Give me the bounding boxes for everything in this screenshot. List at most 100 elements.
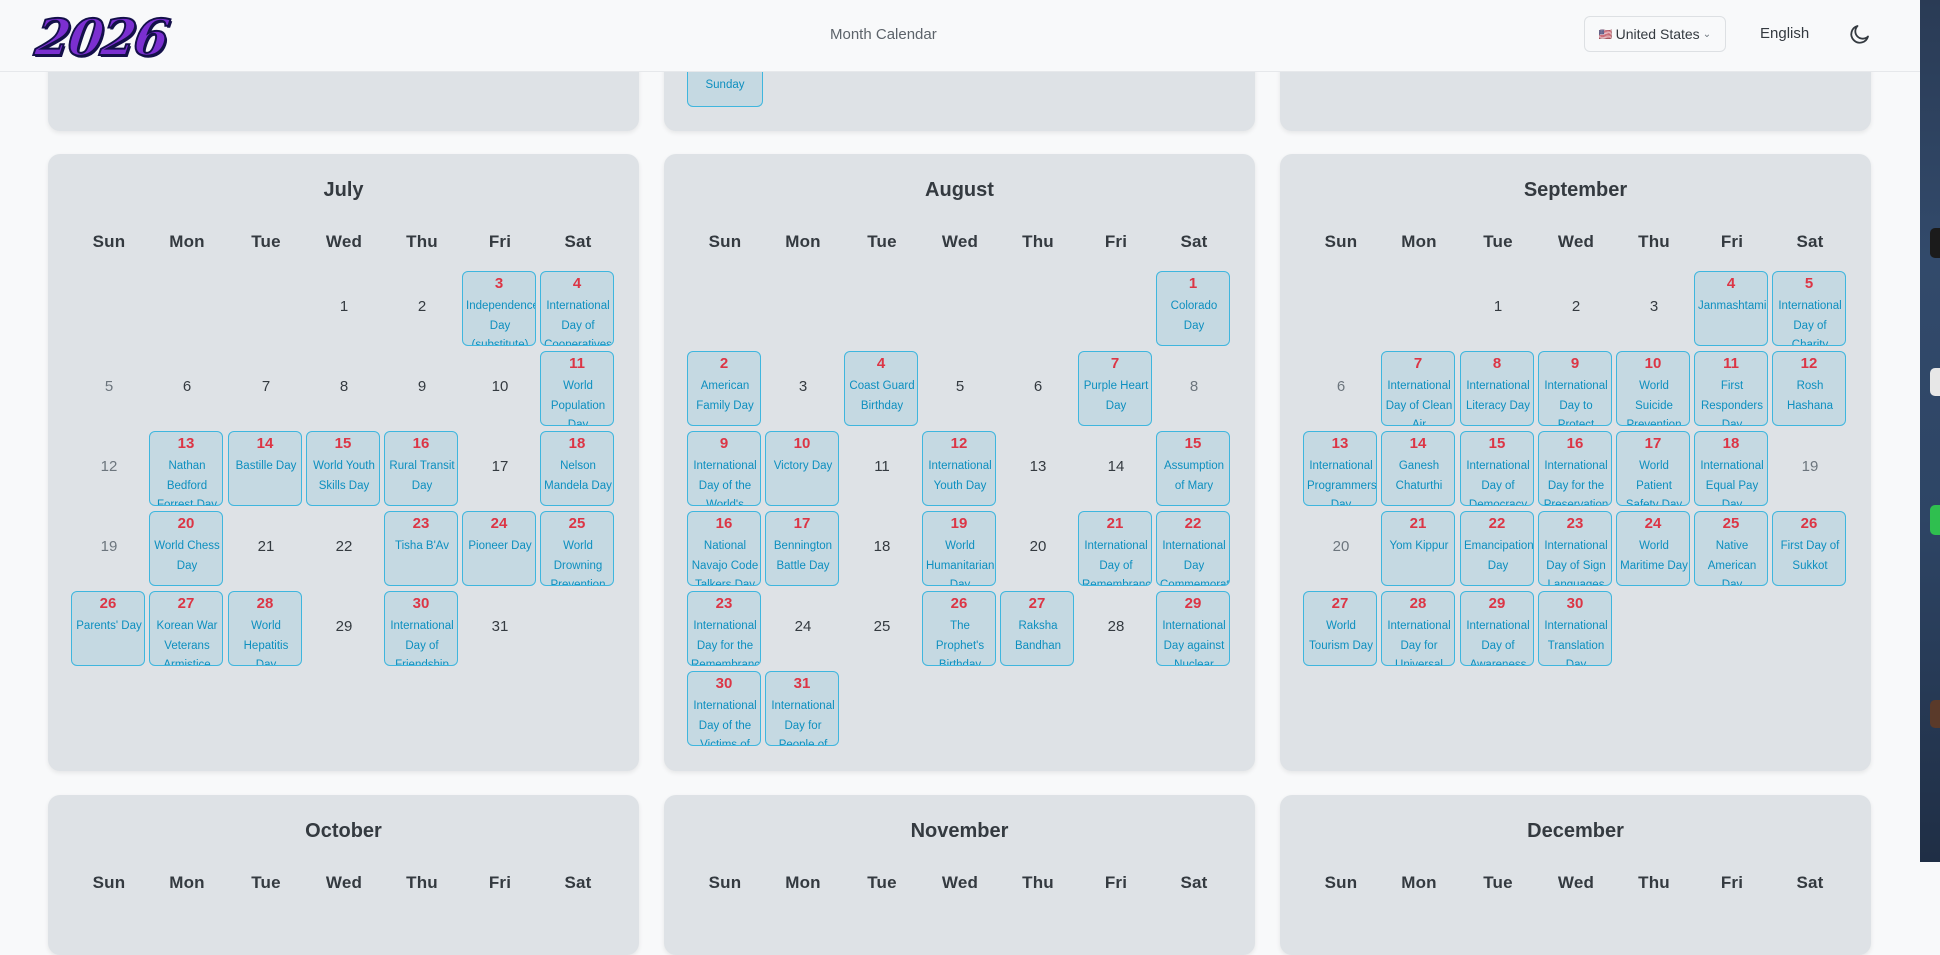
day-number: 21 [1106, 515, 1124, 532]
dark-mode-toggle[interactable] [1848, 22, 1872, 46]
day-cell[interactable]: 14 [1107, 458, 1125, 475]
day-cell[interactable]: 2 [1571, 298, 1581, 315]
holiday-day-cell[interactable]: 8 International Literacy Day [1460, 351, 1534, 426]
day-cell[interactable]: 9 [417, 378, 427, 395]
holiday-day-cell[interactable]: 13 International Programmers' Day [1303, 431, 1377, 506]
day-cell[interactable]: 28 [1107, 618, 1125, 635]
day-cell[interactable]: 1 [339, 298, 349, 315]
day-cell[interactable]: 29 [335, 618, 353, 635]
day-cell[interactable]: 2 [417, 298, 427, 315]
day-cell[interactable]: 5 [955, 378, 965, 395]
holiday-day-cell[interactable]: 23 International Day of Sign Languages [1538, 511, 1612, 586]
holiday-day-cell[interactable]: 26 Parents' Day [71, 591, 145, 666]
holiday-day-cell[interactable]: 20 World Chess Day [149, 511, 223, 586]
holiday-day-cell[interactable]: 7 International Day of Clean Air [1381, 351, 1455, 426]
day-cell[interactable]: 6 [182, 378, 192, 395]
holiday-day-cell[interactable]: 28 World Hepatitis Day [228, 591, 302, 666]
day-cell[interactable]: 24 [794, 618, 812, 635]
holiday-day-cell[interactable]: 19 World Humanitarian Day [922, 511, 996, 586]
day-cell[interactable]: 5 [104, 378, 114, 395]
holiday-day-cell[interactable]: 5 International Day of Charity [1772, 271, 1846, 346]
day-cell[interactable]: 13 [1029, 458, 1047, 475]
holiday-day-cell[interactable]: 15 Assumption of Mary [1156, 431, 1230, 506]
holiday-day-cell[interactable]: 10 Victory Day [765, 431, 839, 506]
day-cell[interactable]: 19 [100, 538, 118, 555]
holiday-day-cell[interactable]: 13 Nathan Bedford Forrest Day [149, 431, 223, 506]
day-cell[interactable]: 19 [1801, 458, 1819, 475]
holiday-day-cell[interactable]: 12 International Youth Day [922, 431, 996, 506]
holiday-day-cell[interactable]: 18 International Equal Pay Day [1694, 431, 1768, 506]
day-cell[interactable]: 31 [491, 618, 509, 635]
holiday-day-cell[interactable]: 27 Raksha Bandhan [1000, 591, 1074, 666]
holiday-day-cell[interactable]: 4 International Day of Cooperatives [540, 271, 614, 346]
holiday-day-cell[interactable]: 16 National Navajo Code Talkers Day [687, 511, 761, 586]
holiday-day-cell[interactable]: 29 International Day against Nuclear Test… [1156, 591, 1230, 666]
day-cell[interactable]: 21 [257, 538, 275, 555]
year-logo[interactable]: 2026 [31, 7, 172, 68]
holiday-day-cell[interactable]: 30 International Day of the Victims of En… [687, 671, 761, 746]
holiday-day-cell[interactable]: 22 International Day Commemorating Victim… [1156, 511, 1230, 586]
holiday-day-cell[interactable]: 22 Emancipation Day [1460, 511, 1534, 586]
day-cell[interactable]: 3 [1649, 298, 1659, 315]
holiday-day-cell[interactable]: 14 Ganesh Chaturthi [1381, 431, 1455, 506]
holiday-day-cell[interactable]: 11 World Population Day [540, 351, 614, 426]
holiday-day-cell[interactable]: 3 Independence Day (substitute) [462, 271, 536, 346]
holiday-day-cell[interactable]: 21 International Day of Remembrance [1078, 511, 1152, 586]
day-cell[interactable]: 8 [339, 378, 349, 395]
day-cell[interactable]: 11 [874, 458, 890, 475]
holiday-day-cell[interactable]: 25 World Drowning Prevention Day [540, 511, 614, 586]
day-cell[interactable]: 25 [873, 618, 891, 635]
day-cell[interactable]: 3 [798, 378, 808, 395]
holiday-day-cell[interactable]: 17 Bennington Battle Day [765, 511, 839, 586]
holiday-day-cell[interactable]: 14 Bastille Day [228, 431, 302, 506]
holiday-day-cell[interactable]: 18 Nelson Mandela Day [540, 431, 614, 506]
holiday-day-cell[interactable]: 16 International Day for the Preservation… [1538, 431, 1612, 506]
day-cell[interactable]: 22 [335, 538, 353, 555]
holiday-day-cell[interactable]: 10 World Suicide Prevention Day [1616, 351, 1690, 426]
holiday-day-cell[interactable]: 23 Tisha B'Av [384, 511, 458, 586]
holiday-day-cell[interactable]: 16 Rural Transit Day [384, 431, 458, 506]
holiday-day-cell[interactable]: 29 International Day of Awareness of Food… [1460, 591, 1534, 666]
holiday-day-cell[interactable]: 9 International Day to Protect Education [1538, 351, 1612, 426]
holiday-day-cell[interactable]: 2 American Family Day [687, 351, 761, 426]
day-cell[interactable]: 6 [1033, 378, 1043, 395]
day-cell[interactable]: 1 [1493, 298, 1503, 315]
holiday-day-cell[interactable]: 30 International Translation Day [1538, 591, 1612, 666]
day-cell[interactable]: 18 [873, 538, 891, 555]
day-cell[interactable]: 10 [491, 378, 509, 395]
holiday-day-cell[interactable]: 31 International Day for People of Africa… [765, 671, 839, 746]
holiday-day-cell[interactable]: 4 Coast Guard Birthday [844, 351, 918, 426]
holiday-day-cell[interactable]: 25 Native American Day [1694, 511, 1768, 586]
day-cell[interactable]: 8 [1189, 378, 1199, 395]
holiday-day-cell[interactable]: 26 The Prophet's Birthday [922, 591, 996, 666]
holiday-name: International Day for Universal Access t… [1387, 620, 1451, 666]
holiday-day-cell[interactable]: 9 International Day of the World's Indige… [687, 431, 761, 506]
holiday-day-cell[interactable]: 27 World Tourism Day [1303, 591, 1377, 666]
holiday-day-cell[interactable]: 15 International Day of Democracy [1460, 431, 1534, 506]
day-cell[interactable]: 17 [491, 458, 509, 475]
holiday-day-cell[interactable]: 11 First Responders Day [1694, 351, 1768, 426]
day-cell[interactable]: 6 [1336, 378, 1346, 395]
holiday-day-cell[interactable]: 21 Yom Kippur [1381, 511, 1455, 586]
holiday-day-cell[interactable]: 26 First Day of Sukkot [1772, 511, 1846, 586]
language-selector[interactable]: English [1760, 25, 1810, 42]
day-cell[interactable]: 20 [1029, 538, 1047, 555]
holiday-day-cell[interactable]: 1 Colorado Day [1156, 271, 1230, 346]
holiday-day-cell[interactable]: 4 Janmashtami [1694, 271, 1768, 346]
holiday-day-cell[interactable]: 28 International Day for Universal Access… [1381, 591, 1455, 666]
holiday-day-cell[interactable]: 12 Rosh Hashana [1772, 351, 1846, 426]
holiday-day-cell[interactable]: 27 Korean War Veterans Armistice Day [149, 591, 223, 666]
day-cell[interactable]: 12 [100, 458, 118, 475]
day-number: 22 [1184, 515, 1202, 532]
holiday-day-cell[interactable]: 7 Purple Heart Day [1078, 351, 1152, 426]
day-cell[interactable]: 20 [1332, 538, 1350, 555]
country-dropdown[interactable]: 🇺🇸 United States ⌄ [1584, 16, 1726, 52]
holiday-day-cell[interactable]: 15 World Youth Skills Day [306, 431, 380, 506]
day-cell[interactable]: 7 [261, 378, 271, 395]
holiday-day-cell[interactable]: 17 World Patient Safety Day [1616, 431, 1690, 506]
nav-month-calendar-link[interactable]: Month Calendar [830, 26, 937, 43]
holiday-day-cell[interactable]: 30 International Day of Friendship [384, 591, 458, 666]
holiday-day-cell[interactable]: 23 International Day for the Remembrance … [687, 591, 761, 666]
holiday-day-cell[interactable]: 24 World Maritime Day [1616, 511, 1690, 586]
holiday-day-cell[interactable]: 24 Pioneer Day [462, 511, 536, 586]
